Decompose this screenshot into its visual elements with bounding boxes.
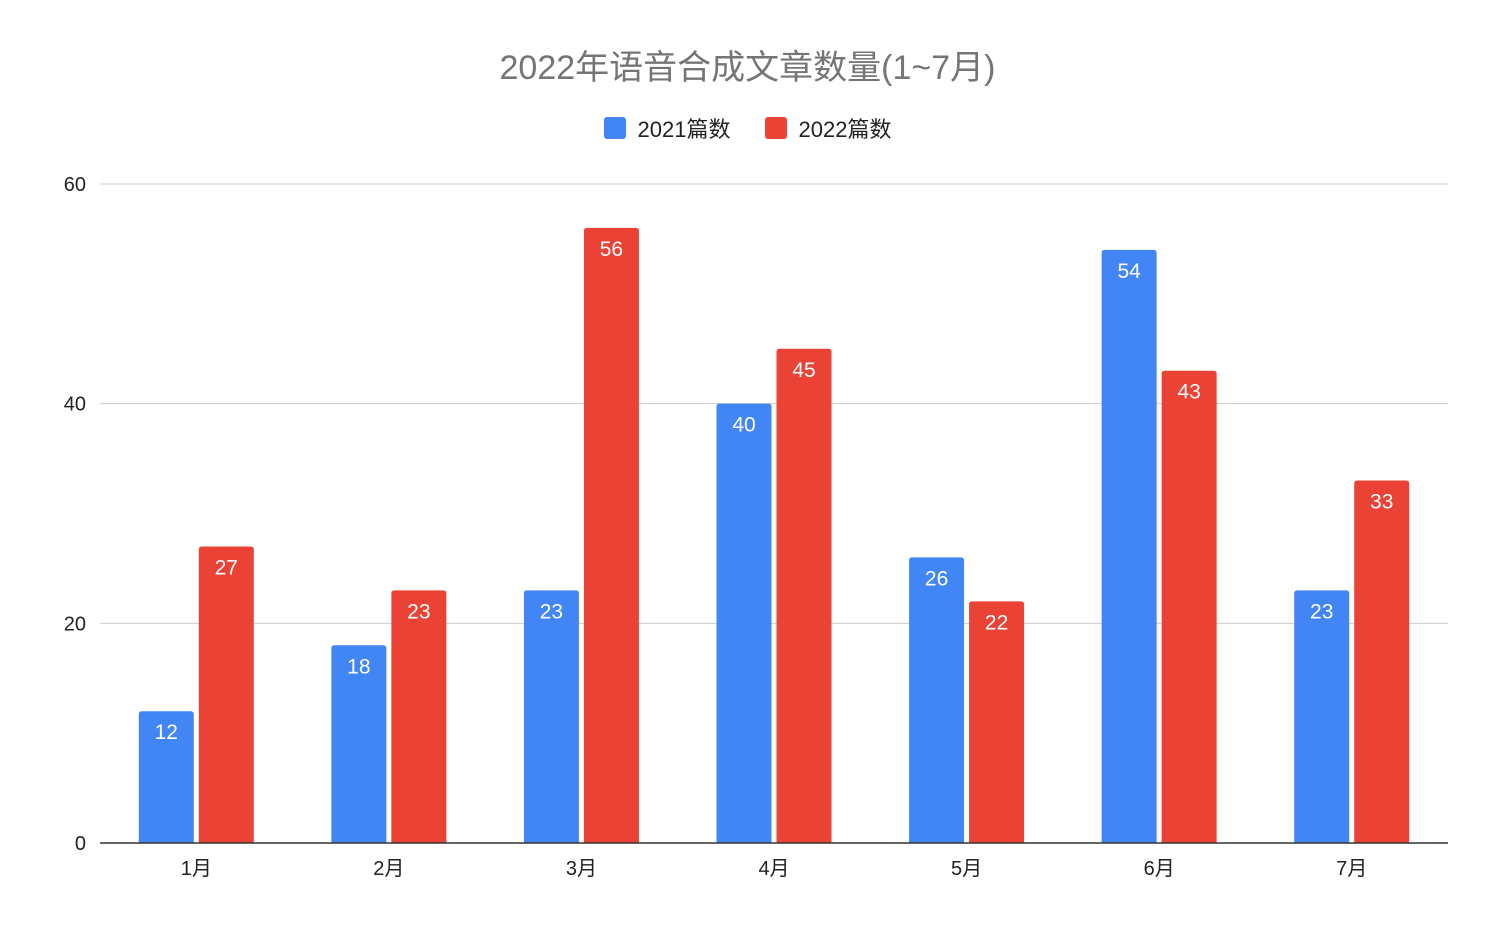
bar bbox=[716, 403, 772, 843]
bar bbox=[969, 601, 1025, 843]
bar bbox=[523, 590, 579, 843]
bar bbox=[909, 557, 965, 843]
data-label: 23 bbox=[1310, 600, 1333, 623]
legend-label-2021: 2021篇数 bbox=[637, 117, 731, 142]
x-tick-label: 6月 bbox=[1144, 858, 1175, 880]
bar bbox=[776, 348, 832, 843]
y-tick-label: 40 bbox=[64, 394, 86, 416]
data-label: 56 bbox=[600, 238, 623, 261]
data-label: 22 bbox=[985, 611, 1008, 634]
legend-swatch-2021 bbox=[603, 117, 626, 139]
bar bbox=[583, 227, 639, 843]
y-tick-label: 0 bbox=[75, 833, 86, 855]
data-label: 45 bbox=[792, 359, 815, 382]
legend-label-2022: 2022篇数 bbox=[798, 117, 892, 142]
data-label: 23 bbox=[540, 600, 563, 623]
bar bbox=[1354, 480, 1410, 843]
data-label: 12 bbox=[155, 721, 178, 744]
bar bbox=[1161, 370, 1217, 843]
y-tick-label: 60 bbox=[64, 174, 86, 196]
chart-title: 2022年语音合成文章数量(1~7月) bbox=[499, 49, 996, 87]
bar bbox=[138, 711, 194, 843]
x-tick-label: 1月 bbox=[181, 858, 212, 880]
data-label: 54 bbox=[1117, 260, 1141, 283]
data-label: 27 bbox=[215, 556, 238, 579]
bar bbox=[391, 590, 447, 843]
x-tick-label: 2月 bbox=[373, 858, 404, 880]
data-label: 26 bbox=[925, 567, 948, 590]
legend-item-2022: 2022篇数 bbox=[764, 112, 892, 144]
data-label: 40 bbox=[732, 414, 755, 437]
bar bbox=[1101, 249, 1157, 843]
data-label: 18 bbox=[347, 655, 370, 678]
y-tick-label: 20 bbox=[64, 613, 86, 635]
x-tick-label: 4月 bbox=[758, 858, 789, 880]
data-label: 33 bbox=[1370, 491, 1393, 514]
data-label: 43 bbox=[1177, 381, 1200, 404]
x-tick-label: 5月 bbox=[951, 858, 982, 880]
bar bbox=[1294, 590, 1350, 843]
x-tick-label: 7月 bbox=[1336, 858, 1367, 880]
data-label: 23 bbox=[407, 600, 430, 623]
bar bbox=[331, 645, 387, 843]
x-tick-label: 3月 bbox=[566, 858, 597, 880]
legend-item-2021: 2021篇数 bbox=[603, 112, 731, 144]
legend-swatch-2022 bbox=[764, 117, 787, 139]
bar bbox=[198, 546, 254, 843]
legend: 2021篇数 2022篇数 bbox=[0, 112, 1495, 144]
